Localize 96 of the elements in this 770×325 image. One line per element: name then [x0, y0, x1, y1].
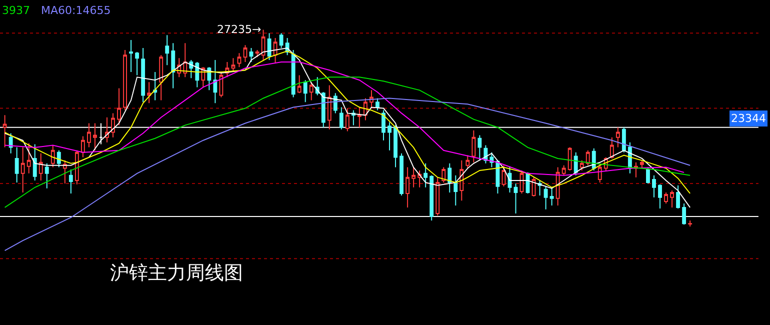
candlestick — [394, 124, 398, 168]
candlestick — [400, 152, 404, 196]
candlestick — [183, 42, 188, 78]
candlestick — [430, 174, 434, 221]
candlestick — [50, 144, 55, 168]
text: 23344 — [731, 112, 766, 125]
candlestick — [412, 166, 416, 188]
candlestick — [171, 42, 176, 89]
candlestick — [231, 58, 236, 73]
text: 沪锌主力周线图 — [110, 262, 243, 284]
candlestick — [544, 186, 548, 210]
candlestick — [357, 106, 362, 128]
candlestick — [20, 146, 25, 193]
candlestick — [32, 144, 37, 181]
candlestick — [80, 136, 85, 158]
candlestick — [370, 90, 374, 109]
candlestick — [436, 176, 440, 216]
annotation: 27235→ — [217, 23, 262, 36]
candlestick — [219, 72, 224, 98]
candlestick — [38, 152, 43, 181]
candlestick — [86, 122, 91, 148]
candlestick — [424, 162, 428, 188]
candlestick — [303, 80, 308, 103]
text: 3937 — [2, 4, 30, 17]
candlestick — [2, 114, 7, 148]
candlestick — [610, 136, 614, 159]
candlestick — [291, 50, 296, 98]
candlestick — [454, 174, 458, 206]
candlestick — [321, 92, 326, 128]
candlestick — [339, 106, 344, 130]
candlestick — [26, 142, 31, 174]
candlestick — [382, 110, 386, 141]
candlestick — [327, 84, 332, 130]
candlestick — [8, 132, 13, 154]
candlestick — [261, 29, 266, 61]
candlestick — [243, 44, 248, 63]
candlestick — [189, 60, 194, 79]
candlestick — [568, 146, 572, 171]
candlestick — [117, 88, 121, 126]
candlestick — [147, 82, 152, 104]
candlestick — [135, 51, 140, 76]
candlestick — [598, 162, 602, 183]
candlestick — [586, 150, 590, 166]
candlestick — [273, 38, 278, 64]
candlestick — [62, 160, 67, 184]
candlestick — [141, 48, 146, 103]
candlestick — [496, 160, 500, 194]
candlestick — [442, 166, 446, 183]
candlestick — [640, 160, 644, 169]
candlestick — [466, 154, 470, 169]
candlestick — [622, 126, 626, 153]
candlestick — [56, 150, 61, 168]
candlestick — [616, 126, 620, 148]
candlestick — [448, 162, 452, 193]
candlestick — [376, 98, 380, 111]
candlestick — [255, 50, 260, 58]
candlestick — [153, 72, 158, 101]
candlestick — [502, 164, 506, 187]
candlestick — [646, 166, 650, 184]
candlestick — [74, 150, 79, 185]
candlestick — [345, 108, 350, 132]
candlestick — [652, 174, 656, 198]
text: MA60:14655 — [41, 4, 111, 17]
candlestick — [111, 112, 115, 138]
candlestick — [123, 50, 127, 111]
candlestick — [562, 164, 566, 176]
candlestick — [460, 160, 464, 202]
candlestick — [664, 192, 668, 204]
candlestick — [478, 134, 482, 161]
candlestick — [267, 32, 272, 61]
candlestick — [574, 152, 578, 176]
candlestick — [68, 168, 73, 194]
candlestick — [309, 82, 314, 101]
candlestick — [159, 54, 164, 101]
candlestick — [490, 152, 494, 168]
candlestick — [249, 48, 254, 63]
candlestick — [93, 122, 97, 151]
candlestick — [670, 190, 674, 208]
candlestick — [688, 220, 692, 228]
candlestick — [129, 39, 134, 73]
candlestick — [237, 52, 242, 68]
candlestick — [682, 203, 686, 226]
candlestick — [213, 60, 218, 104]
candlestick — [279, 32, 284, 49]
candlestick — [658, 184, 662, 209]
candlestick — [406, 166, 410, 208]
candlestick — [44, 162, 49, 189]
candlestick — [580, 160, 584, 171]
candlestick — [297, 74, 302, 94]
candlestick — [550, 186, 554, 206]
candlestick — [165, 34, 170, 66]
candlestick — [514, 182, 518, 214]
candlestick — [472, 130, 476, 163]
candlestick — [676, 184, 680, 209]
candlestick — [14, 146, 19, 183]
candlestick — [388, 122, 392, 151]
